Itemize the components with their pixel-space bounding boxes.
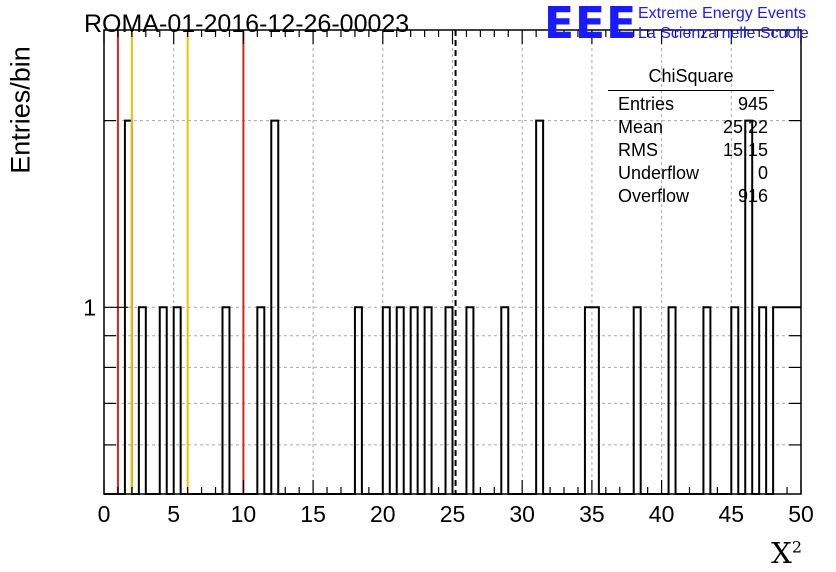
stats-label: Entries — [618, 94, 675, 114]
stats-value: 15.15 — [722, 140, 768, 160]
x-tick-label: 20 — [370, 501, 396, 527]
stats-title: ChiSquare — [608, 66, 774, 91]
stats-value: 945 — [737, 94, 768, 114]
x-tick-label: 0 — [98, 501, 111, 527]
y-tick-label: 1 — [83, 294, 96, 320]
stats-row-mean: Mean 25.22 — [608, 116, 774, 139]
stats-row-overflow: Overflow 916 — [608, 185, 774, 208]
stats-value: 0 — [757, 163, 768, 183]
x-tick-label: 40 — [649, 501, 675, 527]
stats-row-rms: RMS 15.15 — [608, 139, 774, 162]
x-tick-label: 5 — [167, 501, 180, 527]
stats-value: 25.22 — [722, 117, 768, 137]
reference-lines — [116, 30, 457, 494]
y-axis-label: Entries/bin — [5, 46, 36, 174]
stats-label: Underflow — [618, 163, 700, 183]
x-tick-label: 45 — [719, 501, 745, 527]
x-axis-label-base: X — [771, 536, 792, 570]
x-tick-label: 35 — [579, 501, 605, 527]
x-tick-label: 50 — [788, 501, 814, 527]
x-tick-label: 15 — [300, 501, 326, 527]
chart-title: ROMA-01-2016-12-26-00023 — [84, 10, 410, 38]
stats-box: ChiSquare Entries 945 Mean 25.22 RMS 15.… — [608, 66, 774, 208]
x-tick-label: 10 — [231, 501, 257, 527]
logo-line-1: Extreme Energy Events — [638, 5, 807, 22]
stats-label: Overflow — [618, 186, 690, 206]
stats-label: RMS — [618, 140, 658, 160]
x-tick-label: 25 — [440, 501, 466, 527]
eee-logo: EEE — [544, 0, 638, 49]
axis-ticks — [103, 30, 802, 494]
stats-label: Mean — [618, 117, 664, 137]
stats-row-underflow: Underflow 0 — [608, 162, 774, 185]
stats-row-entries: Entries 945 — [608, 93, 774, 116]
x-axis-label: X2 — [771, 536, 802, 570]
x-tick-label: 30 — [509, 501, 535, 527]
logo-line-2: La Scienza nelle Scuole — [638, 25, 809, 42]
tick-labels: 0 5 10 15 20 25 30 35 40 45 50 1 — [83, 294, 814, 527]
stats-value: 916 — [737, 186, 768, 206]
x-axis-label-superscript: 2 — [791, 537, 802, 557]
